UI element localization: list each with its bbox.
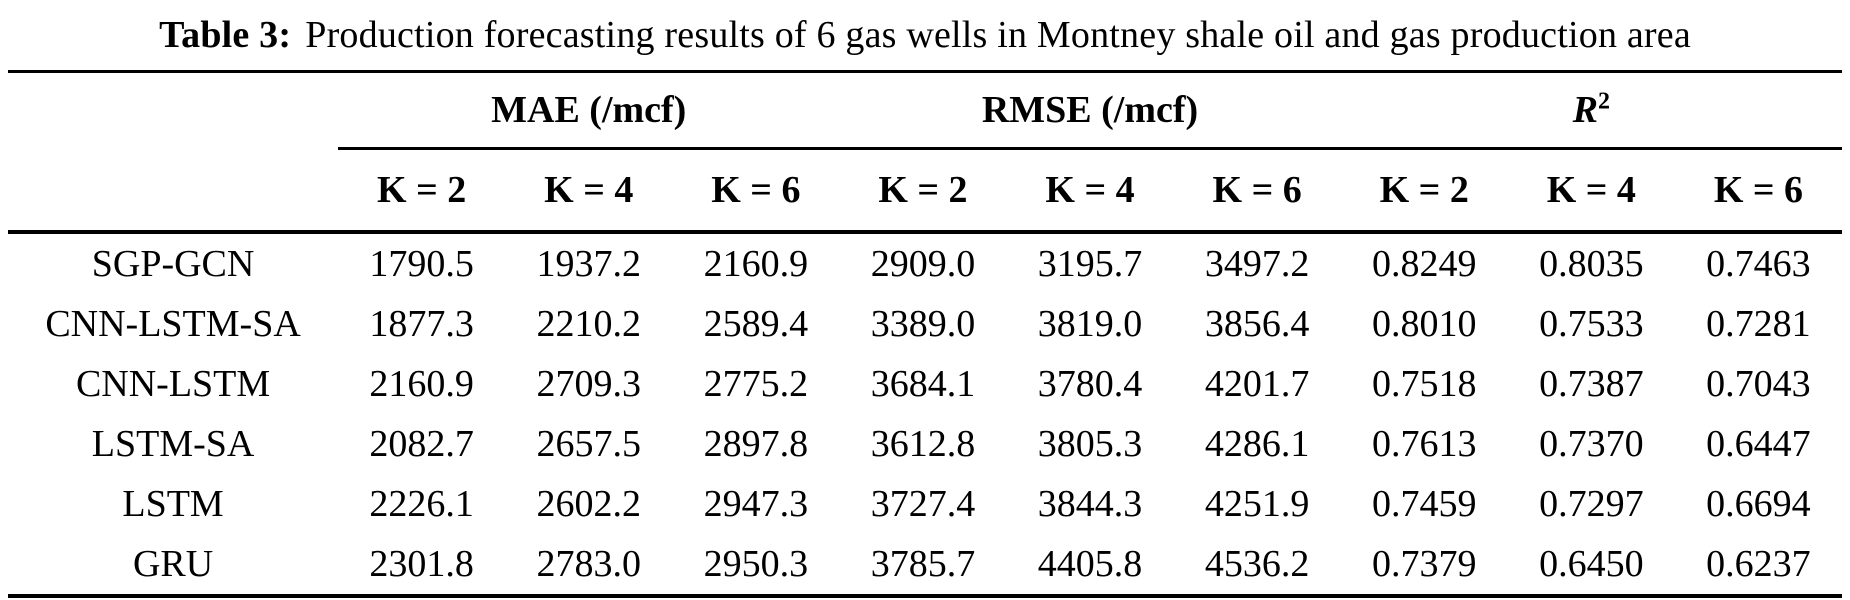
cell: 3819.0	[1037, 303, 1143, 345]
table-row: CNN-LSTM-SA 1877.3 2210.2 2589.4 3389.0 …	[8, 294, 1842, 354]
cell: 2160.9	[369, 363, 474, 405]
cell: 0.7463	[1706, 243, 1811, 285]
cell: 2602.2	[536, 483, 642, 525]
cell: 0.7370	[1539, 423, 1644, 465]
cell: 0.7533	[1539, 303, 1644, 345]
cell: 2657.5	[536, 423, 642, 465]
cell: 0.7379	[1371, 543, 1477, 585]
group-header-row: MAE (/mcf) RMSE (/mcf) R2	[8, 71, 1842, 150]
group-header-rmse: RMSE (/mcf)	[839, 71, 1341, 150]
cell: 3612.8	[870, 423, 976, 465]
subheader-r2-k6: K = 6	[1713, 169, 1804, 211]
cell: 3684.1	[870, 363, 976, 405]
cell: 2897.8	[703, 423, 809, 465]
cell: 2783.0	[536, 543, 642, 585]
cell: 0.7613	[1371, 423, 1477, 465]
cell: 2160.9	[703, 243, 809, 285]
model-name: LSTM-SA	[91, 423, 255, 465]
cell: 3844.3	[1037, 483, 1143, 525]
cell: 0.7387	[1539, 363, 1644, 405]
cell: 2082.7	[369, 423, 474, 465]
cell: 2775.2	[703, 363, 809, 405]
subheader-r2-k4: K = 4	[1546, 169, 1636, 211]
cell: 0.8010	[1371, 303, 1477, 345]
subheader-mae-k4: K = 4	[544, 169, 634, 211]
cell: 0.7297	[1539, 483, 1644, 525]
cell: 3497.2	[1204, 243, 1310, 285]
table-row: LSTM 2226.1 2602.2 2947.3 3727.4 3844.3 …	[8, 474, 1842, 534]
cell: 4201.7	[1204, 363, 1310, 405]
model-name: LSTM	[122, 483, 224, 525]
group-header-mae: MAE (/mcf)	[338, 71, 840, 150]
r2-symbol: R	[1572, 89, 1599, 131]
cell: 0.6237	[1706, 543, 1811, 585]
subheader-r2-k2: K = 2	[1379, 169, 1469, 211]
table-row: LSTM-SA 2082.7 2657.5 2897.8 3612.8 3805…	[8, 414, 1842, 474]
cell: 2947.3	[703, 483, 809, 525]
cell: 4536.2	[1204, 543, 1310, 585]
cell: 1790.5	[369, 243, 474, 285]
subheader-mae-k2: K = 2	[377, 169, 467, 211]
cell: 3785.7	[870, 543, 976, 585]
model-name: CNN-LSTM	[75, 363, 271, 405]
table-row: GRU 2301.8 2783.0 2950.3 3785.7 4405.8 4…	[8, 534, 1842, 596]
cell: 2589.4	[703, 303, 809, 345]
cell: 0.7281	[1706, 303, 1811, 345]
cell: 2909.0	[870, 243, 976, 285]
cell: 3856.4	[1204, 303, 1310, 345]
cell: 0.8249	[1371, 243, 1477, 285]
subheader-rmse-k2: K = 2	[878, 169, 968, 211]
cell: 2709.3	[536, 363, 642, 405]
cell: 2301.8	[369, 543, 474, 585]
cell: 4251.9	[1204, 483, 1310, 525]
model-name: GRU	[132, 543, 214, 585]
cell: 1937.2	[536, 243, 642, 285]
subheader-empty	[8, 149, 338, 233]
cell: 3195.7	[1037, 243, 1143, 285]
cell: 3389.0	[870, 303, 976, 345]
cell: 2210.2	[536, 303, 642, 345]
results-table: MAE (/mcf) RMSE (/mcf) R2 K = 2 K = 4 K …	[8, 70, 1842, 598]
cell: 0.8035	[1539, 243, 1644, 285]
cell: 4286.1	[1204, 423, 1310, 465]
cell: 2950.3	[703, 543, 809, 585]
cell: 0.7518	[1371, 363, 1477, 405]
group-header-r2: R2	[1340, 71, 1842, 150]
cell: 0.7459	[1371, 483, 1477, 525]
subheader-rmse-k4: K = 4	[1045, 169, 1135, 211]
cell: 3727.4	[870, 483, 976, 525]
model-name: SGP-GCN	[91, 243, 255, 285]
cell: 0.6447	[1706, 423, 1811, 465]
table-caption-label: Table 3:	[159, 14, 292, 56]
cell: 4405.8	[1037, 543, 1143, 585]
cell: 0.7043	[1706, 363, 1811, 405]
table-row: SGP-GCN 1790.5 1937.2 2160.9 2909.0 3195…	[8, 232, 1842, 294]
group-header-empty	[8, 72, 338, 149]
cell: 0.6450	[1539, 543, 1644, 585]
cell: 0.6694	[1706, 483, 1811, 525]
r2-exponent: 2	[1598, 88, 1611, 115]
cell: 3805.3	[1037, 423, 1143, 465]
table-caption: Table 3: Production forecasting results …	[0, 0, 1850, 70]
subheader-row: K = 2 K = 4 K = 6 K = 2 K = 4 K = 6 K = …	[8, 149, 1842, 233]
table-row: CNN-LSTM 2160.9 2709.3 2775.2 3684.1 378…	[8, 354, 1842, 414]
subheader-mae-k6: K = 6	[711, 169, 801, 211]
table-caption-text: Production forecasting results of 6 gas …	[305, 14, 1691, 56]
cell: 1877.3	[369, 303, 474, 345]
model-name: CNN-LSTM-SA	[45, 303, 301, 345]
cell: 2226.1	[369, 483, 474, 525]
subheader-rmse-k6: K = 6	[1212, 169, 1302, 211]
cell: 3780.4	[1037, 363, 1143, 405]
